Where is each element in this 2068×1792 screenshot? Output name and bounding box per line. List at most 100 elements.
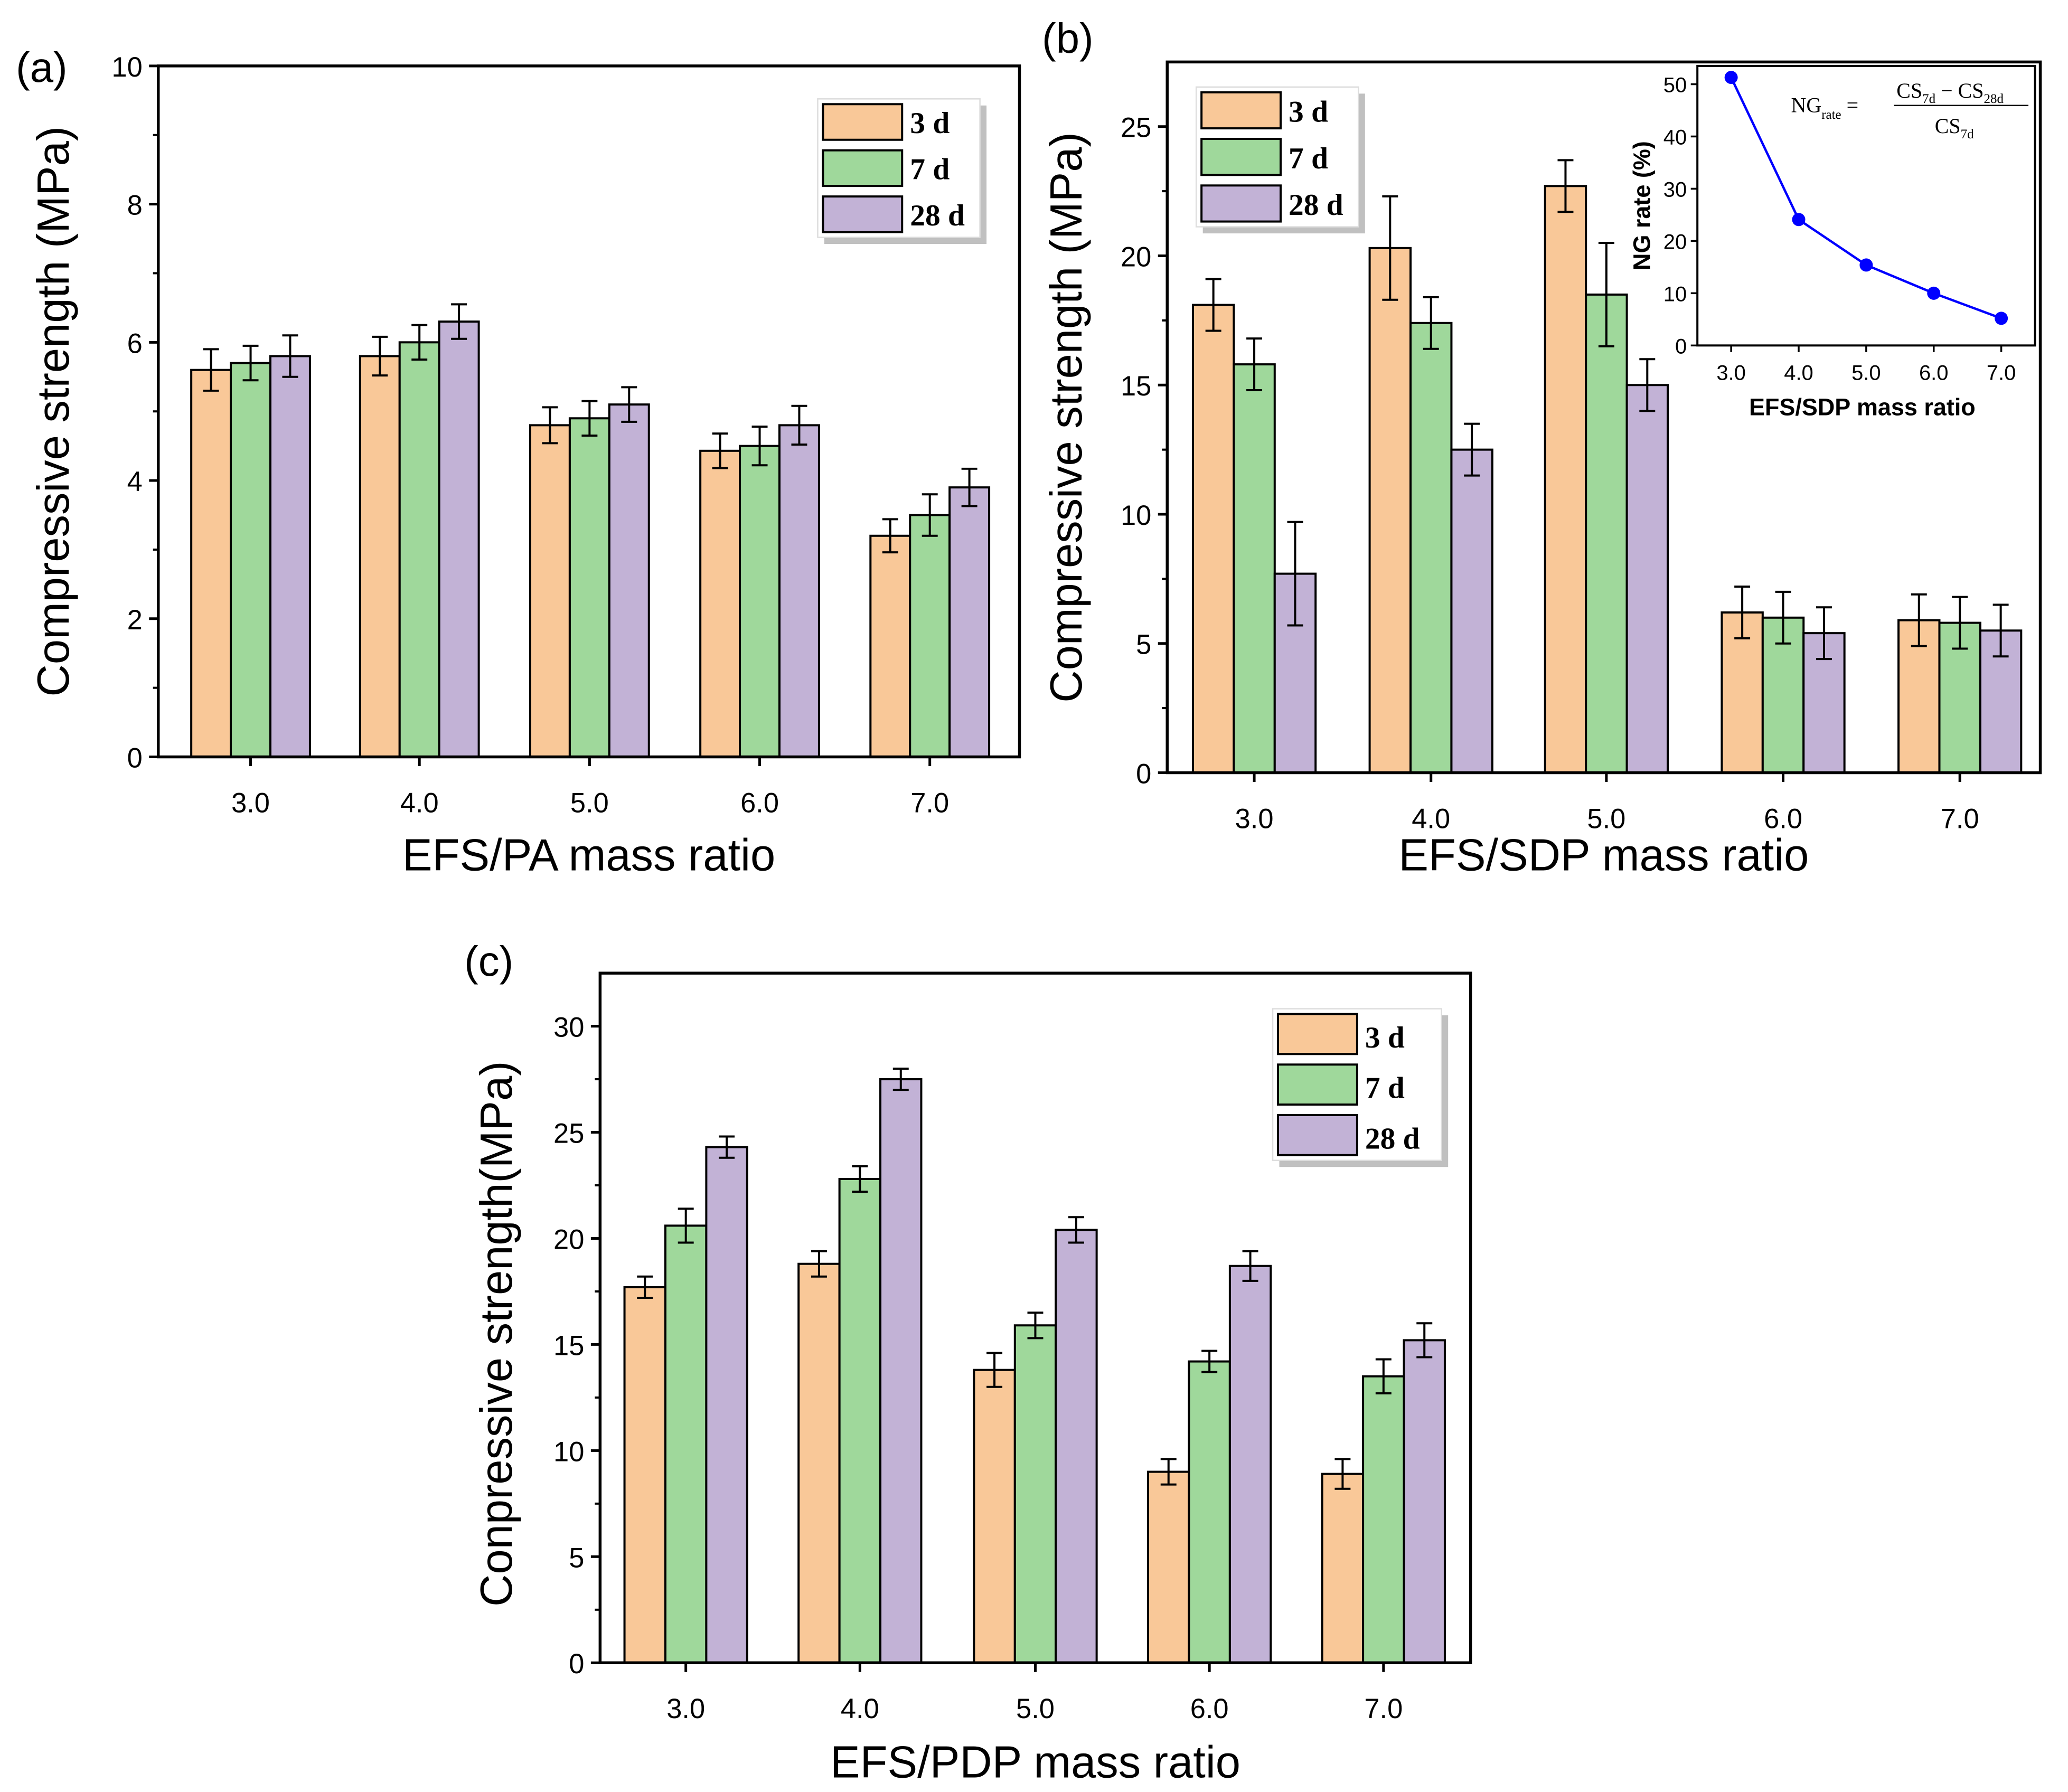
legend-swatch-3d: [1200, 91, 1282, 130]
y-tick-label: 15: [553, 1331, 584, 1361]
legend-label-7d: 7 d: [910, 153, 950, 186]
chart-panel-a: 0 2 4 6 8 10 3.0 4.0 5.0 6.0 7.0 EFS/PA mass ratio C…: [16, 44, 1021, 880]
error-bar-28d-7.0: [961, 467, 977, 507]
formula-7d-sub: 7d: [1922, 92, 1935, 106]
inset-point-5.0: [1859, 258, 1873, 272]
error-bar-28d-4.0: [1464, 422, 1480, 477]
bar-3d-4.0: [797, 1262, 841, 1664]
bar-28d-3.0: [705, 1146, 748, 1664]
error-bar-7d-3.0: [242, 344, 259, 382]
bar-7d-6.0: [739, 445, 781, 758]
y-tick-label: 25: [553, 1118, 584, 1149]
bar-28d-7.0: [1403, 1339, 1446, 1664]
bar-3d-5.0: [1544, 185, 1587, 774]
bar-3d-7.0: [869, 534, 911, 758]
inset-y-tick-label: 10: [1663, 282, 1687, 306]
y-tick-label: 20: [553, 1224, 584, 1255]
inset-y-tick-label: 20: [1663, 230, 1687, 253]
x-tick-label: 6.0: [740, 788, 779, 818]
y-axis-label: Conpressive strength(MPa): [471, 1061, 521, 1606]
inset-point-6.0: [1927, 286, 1941, 300]
x-tick-label: 7.0: [1941, 804, 1979, 834]
x-tick-label: 7.0: [910, 788, 949, 818]
bar-3d-3.0: [1191, 304, 1235, 774]
bar-28d-3.0: [269, 355, 311, 758]
error-bar-3d-6.0: [712, 432, 728, 469]
y-tick-label: 0: [1136, 759, 1151, 789]
y-tick-label: 6: [127, 328, 143, 359]
x-tick-label: 7.0: [1364, 1694, 1403, 1724]
bar-28d-7.0: [948, 486, 991, 758]
x-tick-label: 4.0: [400, 788, 439, 818]
y-tick-label: 10: [553, 1437, 584, 1467]
bar-28d-4.0: [879, 1078, 923, 1664]
y-axis-label: Compressive strength (MPa): [1041, 132, 1091, 703]
legend-label-7d: 7 d: [1365, 1072, 1405, 1105]
bar-3d-3.0: [190, 369, 232, 758]
x-axis-label: EFS/PDP mass ratio: [830, 1737, 1240, 1787]
bar-7d-3.0: [1233, 363, 1276, 774]
bar-3d-5.0: [973, 1369, 1016, 1664]
x-axis-label: EFS/PA mass ratio: [402, 829, 775, 880]
bar-3d-3.0: [623, 1286, 666, 1664]
error-bar-3d-3.0: [203, 348, 219, 392]
error-bar-28d-6.0: [1816, 606, 1832, 661]
bar-7d-5.0: [568, 417, 610, 758]
bar-28d-6.0: [1228, 1265, 1272, 1664]
error-bar-28d-7.0: [1416, 1322, 1433, 1359]
error-bar-28d-3.0: [1287, 521, 1303, 627]
error-bar-3d-3.0: [1205, 278, 1221, 332]
y-tick-label: 15: [1121, 371, 1151, 402]
y-axis-label: Compressive strength (MPa): [28, 126, 78, 697]
formula-cs: CS: [1896, 79, 1922, 102]
error-bar-7d-6.0: [1775, 590, 1791, 645]
y-tick-label: 25: [1121, 113, 1151, 144]
y-tick-label: 5: [569, 1543, 584, 1573]
error-bar-3d-5.0: [986, 1352, 1003, 1388]
x-axis-label: EFS/SDP mass ratio: [1398, 829, 1809, 880]
error-bar-28d-3.0: [282, 334, 298, 378]
error-bar-7d-3.0: [1246, 337, 1263, 392]
error-bar-3d-3.0: [637, 1275, 653, 1299]
y-tick-label: 4: [127, 467, 143, 497]
bar-28d-5.0: [608, 403, 650, 758]
y-tick-label: 2: [127, 605, 143, 636]
y-tick-label: 0: [127, 743, 143, 774]
y-tick-label: 5: [1136, 630, 1151, 661]
legend-swatch-7d: [822, 149, 904, 187]
bar-3d-5.0: [529, 424, 571, 758]
panel-label: (c): [464, 938, 513, 985]
bar-28d-4.0: [438, 320, 480, 758]
legend-swatch-7d: [1277, 1063, 1358, 1106]
inset-y-tick-label: 40: [1663, 126, 1687, 149]
x-tick-label: 3.0: [666, 1694, 705, 1724]
chart-panel-b: 0 5 10 15 20 25 3.0 4.0 5.0 6.0 7.0 EFS/SDP mass ra…: [1041, 15, 2042, 880]
inset-point-3.0: [1724, 71, 1738, 84]
inset-x-tick-label: 6.0: [1919, 361, 1949, 384]
bar-7d-3.0: [230, 362, 271, 758]
error-bar-7d-7.0: [1952, 596, 1968, 650]
legend-label-3d: 3 d: [1289, 96, 1328, 129]
bar-28d-6.0: [778, 424, 820, 758]
error-bar-3d-7.0: [1334, 1458, 1351, 1490]
legend-label-28d: 28 d: [1289, 188, 1343, 222]
error-bar-28d-4.0: [451, 303, 467, 340]
error-bar-7d-6.0: [1201, 1350, 1218, 1373]
x-tick-label: 3.0: [231, 788, 270, 818]
inset-x-tick-label: 5.0: [1851, 361, 1881, 384]
inset-x-tick-label: 7.0: [1987, 361, 2016, 384]
inset-point-4.0: [1792, 213, 1806, 227]
formula-minus-cs: − CS: [1935, 79, 1984, 102]
formula-denominator: CS7d: [1935, 114, 1974, 142]
y-tick-label: 20: [1121, 242, 1151, 272]
error-bar-3d-4.0: [1382, 195, 1398, 301]
inset-y-axis-label: NG rate (%): [1628, 141, 1655, 270]
legend-swatch-28d: [1277, 1114, 1358, 1156]
x-tick-label: 3.0: [1235, 804, 1274, 834]
error-bar-3d-7.0: [882, 518, 898, 554]
x-tick-label: 5.0: [1016, 1694, 1055, 1724]
bar-3d-6.0: [699, 449, 741, 758]
panel-label: (a): [16, 44, 68, 91]
error-bar-3d-6.0: [1160, 1458, 1177, 1486]
